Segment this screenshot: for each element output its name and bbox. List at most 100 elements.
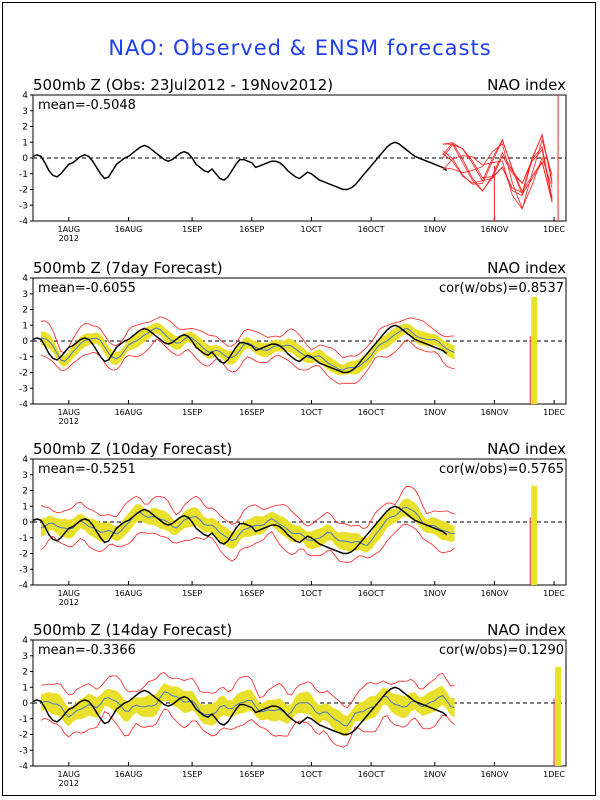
x-tick-label: 1SEP bbox=[182, 770, 202, 779]
envelope-upper bbox=[40, 316, 455, 359]
y-tick-label: 1 bbox=[22, 683, 28, 693]
panel-title: 500mb Z (7day Forecast) bbox=[33, 259, 223, 277]
x-tick-label: 1NOV bbox=[423, 770, 446, 779]
x-tick-label: 16OCT bbox=[358, 589, 385, 598]
panel-right-label: NAO index bbox=[487, 259, 566, 277]
panel-title: 500mb Z (10day Forecast) bbox=[33, 440, 232, 458]
x-tick-year: 2012 bbox=[59, 779, 79, 788]
envelope-lower bbox=[40, 708, 455, 748]
y-tick-label: 1 bbox=[22, 138, 28, 148]
ensemble-mean bbox=[40, 691, 455, 727]
y-tick-label: -3 bbox=[19, 384, 28, 394]
x-tick-label: 1SEP bbox=[182, 589, 202, 598]
y-tick-label: 1 bbox=[22, 321, 28, 331]
mean-text: mean=-0.5251 bbox=[38, 462, 136, 477]
y-tick-label: -2 bbox=[19, 550, 28, 560]
x-tick-label: 1DEC bbox=[543, 589, 565, 598]
ensemble-member-4 bbox=[442, 143, 553, 210]
end-spread-spike bbox=[555, 666, 562, 766]
envelope-upper bbox=[40, 671, 455, 709]
end-spread-spike bbox=[531, 296, 538, 404]
x-tick-label: 16SEP bbox=[239, 225, 264, 234]
envelope-upper bbox=[40, 485, 455, 530]
y-tick-label: -3 bbox=[19, 565, 28, 575]
x-tick-label: 16OCT bbox=[358, 408, 385, 417]
y-tick-label: -1 bbox=[19, 353, 28, 363]
x-tick-label: 1DEC bbox=[543, 225, 565, 234]
y-tick-label: 3 bbox=[22, 290, 28, 300]
ensemble-spread bbox=[41, 683, 455, 736]
y-tick-label: 4 bbox=[22, 274, 28, 284]
y-tick-label: 0 bbox=[22, 337, 28, 347]
y-tick-label: 2 bbox=[22, 306, 28, 316]
x-tick-label: 16AUG bbox=[115, 589, 143, 598]
y-tick-label: 0 bbox=[22, 154, 28, 164]
x-tick-year: 2012 bbox=[59, 598, 79, 607]
y-tick-label: -1 bbox=[19, 170, 28, 180]
x-tick-label: 16SEP bbox=[239, 589, 264, 598]
y-tick-label: -4 bbox=[19, 217, 28, 227]
x-tick-label: 16NOV bbox=[481, 589, 509, 598]
y-tick-label: -1 bbox=[19, 715, 28, 725]
observed-series bbox=[32, 686, 448, 736]
y-tick-label: 2 bbox=[22, 123, 28, 133]
panel-right-label: NAO index bbox=[487, 76, 566, 94]
x-tick-label: 1AUG bbox=[57, 225, 80, 234]
x-tick-label: 1SEP bbox=[182, 408, 202, 417]
x-tick-label: 1AUG bbox=[57, 408, 80, 417]
correlation-text: cor(w/obs)=0.1290 bbox=[439, 643, 564, 658]
ensemble-member-5 bbox=[442, 138, 553, 210]
x-tick-label: 16SEP bbox=[239, 408, 264, 417]
y-tick-label: -4 bbox=[19, 762, 28, 772]
x-tick-label: 16SEP bbox=[239, 770, 264, 779]
x-tick-label: 16AUG bbox=[115, 408, 143, 417]
correlation-text: cor(w/obs)=0.8537 bbox=[439, 281, 564, 296]
x-tick-label: 16AUG bbox=[115, 225, 143, 234]
y-tick-label: 2 bbox=[22, 668, 28, 678]
y-tick-label: 3 bbox=[22, 471, 28, 481]
x-tick-label: 1DEC bbox=[543, 770, 565, 779]
ensemble-member-8 bbox=[442, 138, 553, 202]
x-tick-label: 1OCT bbox=[301, 225, 323, 234]
y-tick-label: -4 bbox=[19, 581, 28, 591]
y-tick-label: 0 bbox=[22, 518, 28, 528]
observed-series bbox=[32, 324, 448, 374]
x-tick-year: 2012 bbox=[59, 417, 79, 426]
y-tick-label: 3 bbox=[22, 652, 28, 662]
x-tick-label: 1NOV bbox=[423, 225, 446, 234]
x-tick-label: 1NOV bbox=[423, 589, 446, 598]
panel-4: 500mb Z (14day Forecast) NAO index 4 3 2 1 0 -1… bbox=[19, 621, 567, 788]
y-tick-label: 0 bbox=[22, 699, 28, 709]
y-tick-label: 2 bbox=[22, 487, 28, 497]
y-tick-label: 4 bbox=[22, 636, 28, 646]
x-tick-label: 1SEP bbox=[182, 225, 202, 234]
ensemble-mean bbox=[40, 506, 455, 546]
panel-title: 500mb Z (14day Forecast) bbox=[33, 621, 232, 639]
figure-title: NAO: Observed & ENSM forecasts bbox=[108, 36, 492, 60]
y-tick-label: -2 bbox=[19, 186, 28, 196]
x-tick-label: 16AUG bbox=[115, 770, 143, 779]
x-tick-label: 1AUG bbox=[57, 770, 80, 779]
y-tick-label: -2 bbox=[19, 731, 28, 741]
panel-title: 500mb Z (Obs: 23Jul2012 - 19Nov2012) bbox=[33, 76, 333, 94]
y-tick-label: 1 bbox=[22, 502, 28, 512]
y-tick-label: -1 bbox=[19, 534, 28, 544]
panel-right-label: NAO index bbox=[487, 440, 566, 458]
panel-right-label: NAO index bbox=[487, 621, 566, 639]
mean-text: mean=-0.5048 bbox=[38, 98, 136, 113]
y-tick-label: -3 bbox=[19, 201, 28, 211]
x-tick-label: 1OCT bbox=[301, 589, 323, 598]
x-tick-label: 1OCT bbox=[301, 770, 323, 779]
y-tick-label: 4 bbox=[22, 91, 28, 101]
correlation-text: cor(w/obs)=0.5765 bbox=[439, 462, 564, 477]
x-tick-label: 16NOV bbox=[481, 225, 509, 234]
envelope-lower bbox=[40, 338, 455, 385]
ensemble-mean bbox=[40, 327, 455, 371]
y-tick-label: -3 bbox=[19, 746, 28, 756]
panel-2: 500mb Z (7day Forecast) NAO index 4 3 2 1 0 -1 -… bbox=[19, 259, 567, 426]
end-spread-spike bbox=[531, 485, 538, 585]
ensemble-spread bbox=[41, 322, 455, 376]
x-tick-label: 16OCT bbox=[358, 770, 385, 779]
